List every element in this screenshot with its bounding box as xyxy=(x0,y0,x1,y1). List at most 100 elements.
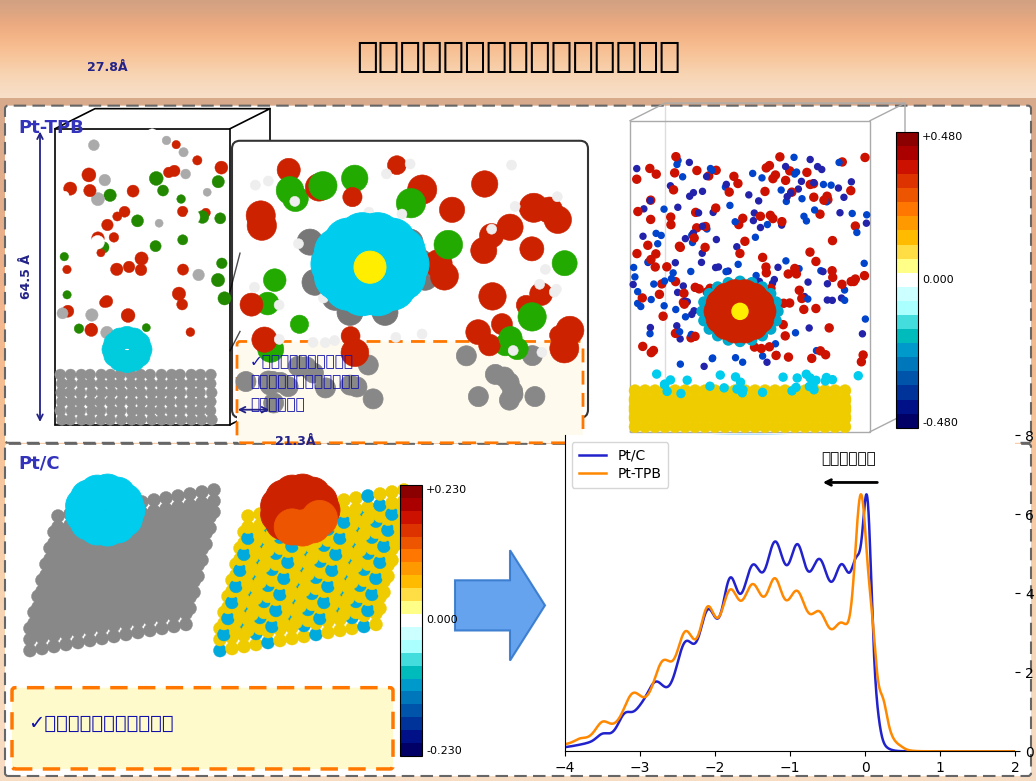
Circle shape xyxy=(655,241,661,247)
Circle shape xyxy=(809,180,817,187)
Circle shape xyxy=(392,274,418,301)
Circle shape xyxy=(263,176,274,186)
Circle shape xyxy=(649,421,661,433)
Circle shape xyxy=(48,618,60,631)
Circle shape xyxy=(286,518,298,530)
Circle shape xyxy=(147,515,161,529)
Circle shape xyxy=(643,241,652,249)
Circle shape xyxy=(71,579,85,592)
Circle shape xyxy=(127,287,140,299)
Circle shape xyxy=(164,533,176,546)
Bar xyxy=(896,414,918,428)
Circle shape xyxy=(252,327,277,352)
Circle shape xyxy=(135,252,148,266)
Circle shape xyxy=(213,622,227,635)
Circle shape xyxy=(168,563,180,576)
Circle shape xyxy=(104,189,116,201)
Circle shape xyxy=(793,330,799,336)
Circle shape xyxy=(499,390,519,410)
Circle shape xyxy=(196,554,208,567)
Circle shape xyxy=(226,620,238,633)
Circle shape xyxy=(48,547,60,561)
Circle shape xyxy=(397,188,426,218)
FancyBboxPatch shape xyxy=(12,688,393,769)
Circle shape xyxy=(172,558,184,571)
Circle shape xyxy=(669,401,681,412)
Circle shape xyxy=(76,609,88,622)
Circle shape xyxy=(97,241,109,253)
Circle shape xyxy=(115,598,128,611)
Circle shape xyxy=(147,597,161,610)
Circle shape xyxy=(258,549,270,562)
Circle shape xyxy=(95,414,107,426)
Circle shape xyxy=(105,396,116,407)
Circle shape xyxy=(757,282,768,292)
Circle shape xyxy=(233,610,247,623)
Circle shape xyxy=(265,528,279,540)
Circle shape xyxy=(799,384,811,397)
Circle shape xyxy=(175,369,185,380)
Circle shape xyxy=(317,574,330,587)
Circle shape xyxy=(645,259,652,265)
Circle shape xyxy=(809,394,821,407)
Circle shape xyxy=(112,603,124,616)
Circle shape xyxy=(494,367,514,387)
Circle shape xyxy=(39,580,53,593)
Circle shape xyxy=(192,570,204,583)
Circle shape xyxy=(144,532,156,544)
Circle shape xyxy=(706,382,714,390)
Circle shape xyxy=(683,236,688,241)
Circle shape xyxy=(274,623,287,636)
Circle shape xyxy=(87,561,100,574)
Circle shape xyxy=(407,249,433,275)
Circle shape xyxy=(672,152,680,161)
Circle shape xyxy=(226,631,238,644)
Circle shape xyxy=(321,604,335,617)
Circle shape xyxy=(689,421,701,433)
Circle shape xyxy=(769,403,781,415)
Circle shape xyxy=(140,583,152,596)
Circle shape xyxy=(136,405,146,416)
Circle shape xyxy=(233,553,247,565)
Circle shape xyxy=(214,212,226,224)
Circle shape xyxy=(44,542,57,555)
Circle shape xyxy=(286,610,298,623)
Circle shape xyxy=(95,621,109,634)
Circle shape xyxy=(278,515,290,528)
Bar xyxy=(896,146,918,160)
Bar xyxy=(896,301,918,315)
Circle shape xyxy=(629,411,641,423)
Circle shape xyxy=(639,403,651,415)
Circle shape xyxy=(136,599,148,612)
Circle shape xyxy=(710,355,716,361)
Circle shape xyxy=(522,345,543,366)
Circle shape xyxy=(370,504,382,516)
Circle shape xyxy=(269,547,283,560)
Circle shape xyxy=(381,558,395,572)
Circle shape xyxy=(76,516,88,530)
Circle shape xyxy=(56,540,68,553)
Circle shape xyxy=(819,412,831,425)
Circle shape xyxy=(362,593,374,606)
Circle shape xyxy=(179,572,193,585)
Circle shape xyxy=(325,599,339,612)
FancyBboxPatch shape xyxy=(232,141,588,418)
Circle shape xyxy=(353,268,402,316)
Circle shape xyxy=(76,563,88,576)
Circle shape xyxy=(839,393,851,405)
Circle shape xyxy=(353,212,402,261)
Circle shape xyxy=(128,333,150,355)
Circle shape xyxy=(468,387,488,407)
Circle shape xyxy=(76,574,88,587)
Circle shape xyxy=(147,540,161,553)
Circle shape xyxy=(719,393,731,405)
Circle shape xyxy=(206,387,218,398)
Circle shape xyxy=(289,570,303,583)
Circle shape xyxy=(24,622,36,635)
Circle shape xyxy=(65,487,102,524)
Circle shape xyxy=(28,617,40,630)
Circle shape xyxy=(282,580,294,593)
Circle shape xyxy=(819,411,831,423)
Circle shape xyxy=(809,403,821,415)
Circle shape xyxy=(750,343,758,351)
